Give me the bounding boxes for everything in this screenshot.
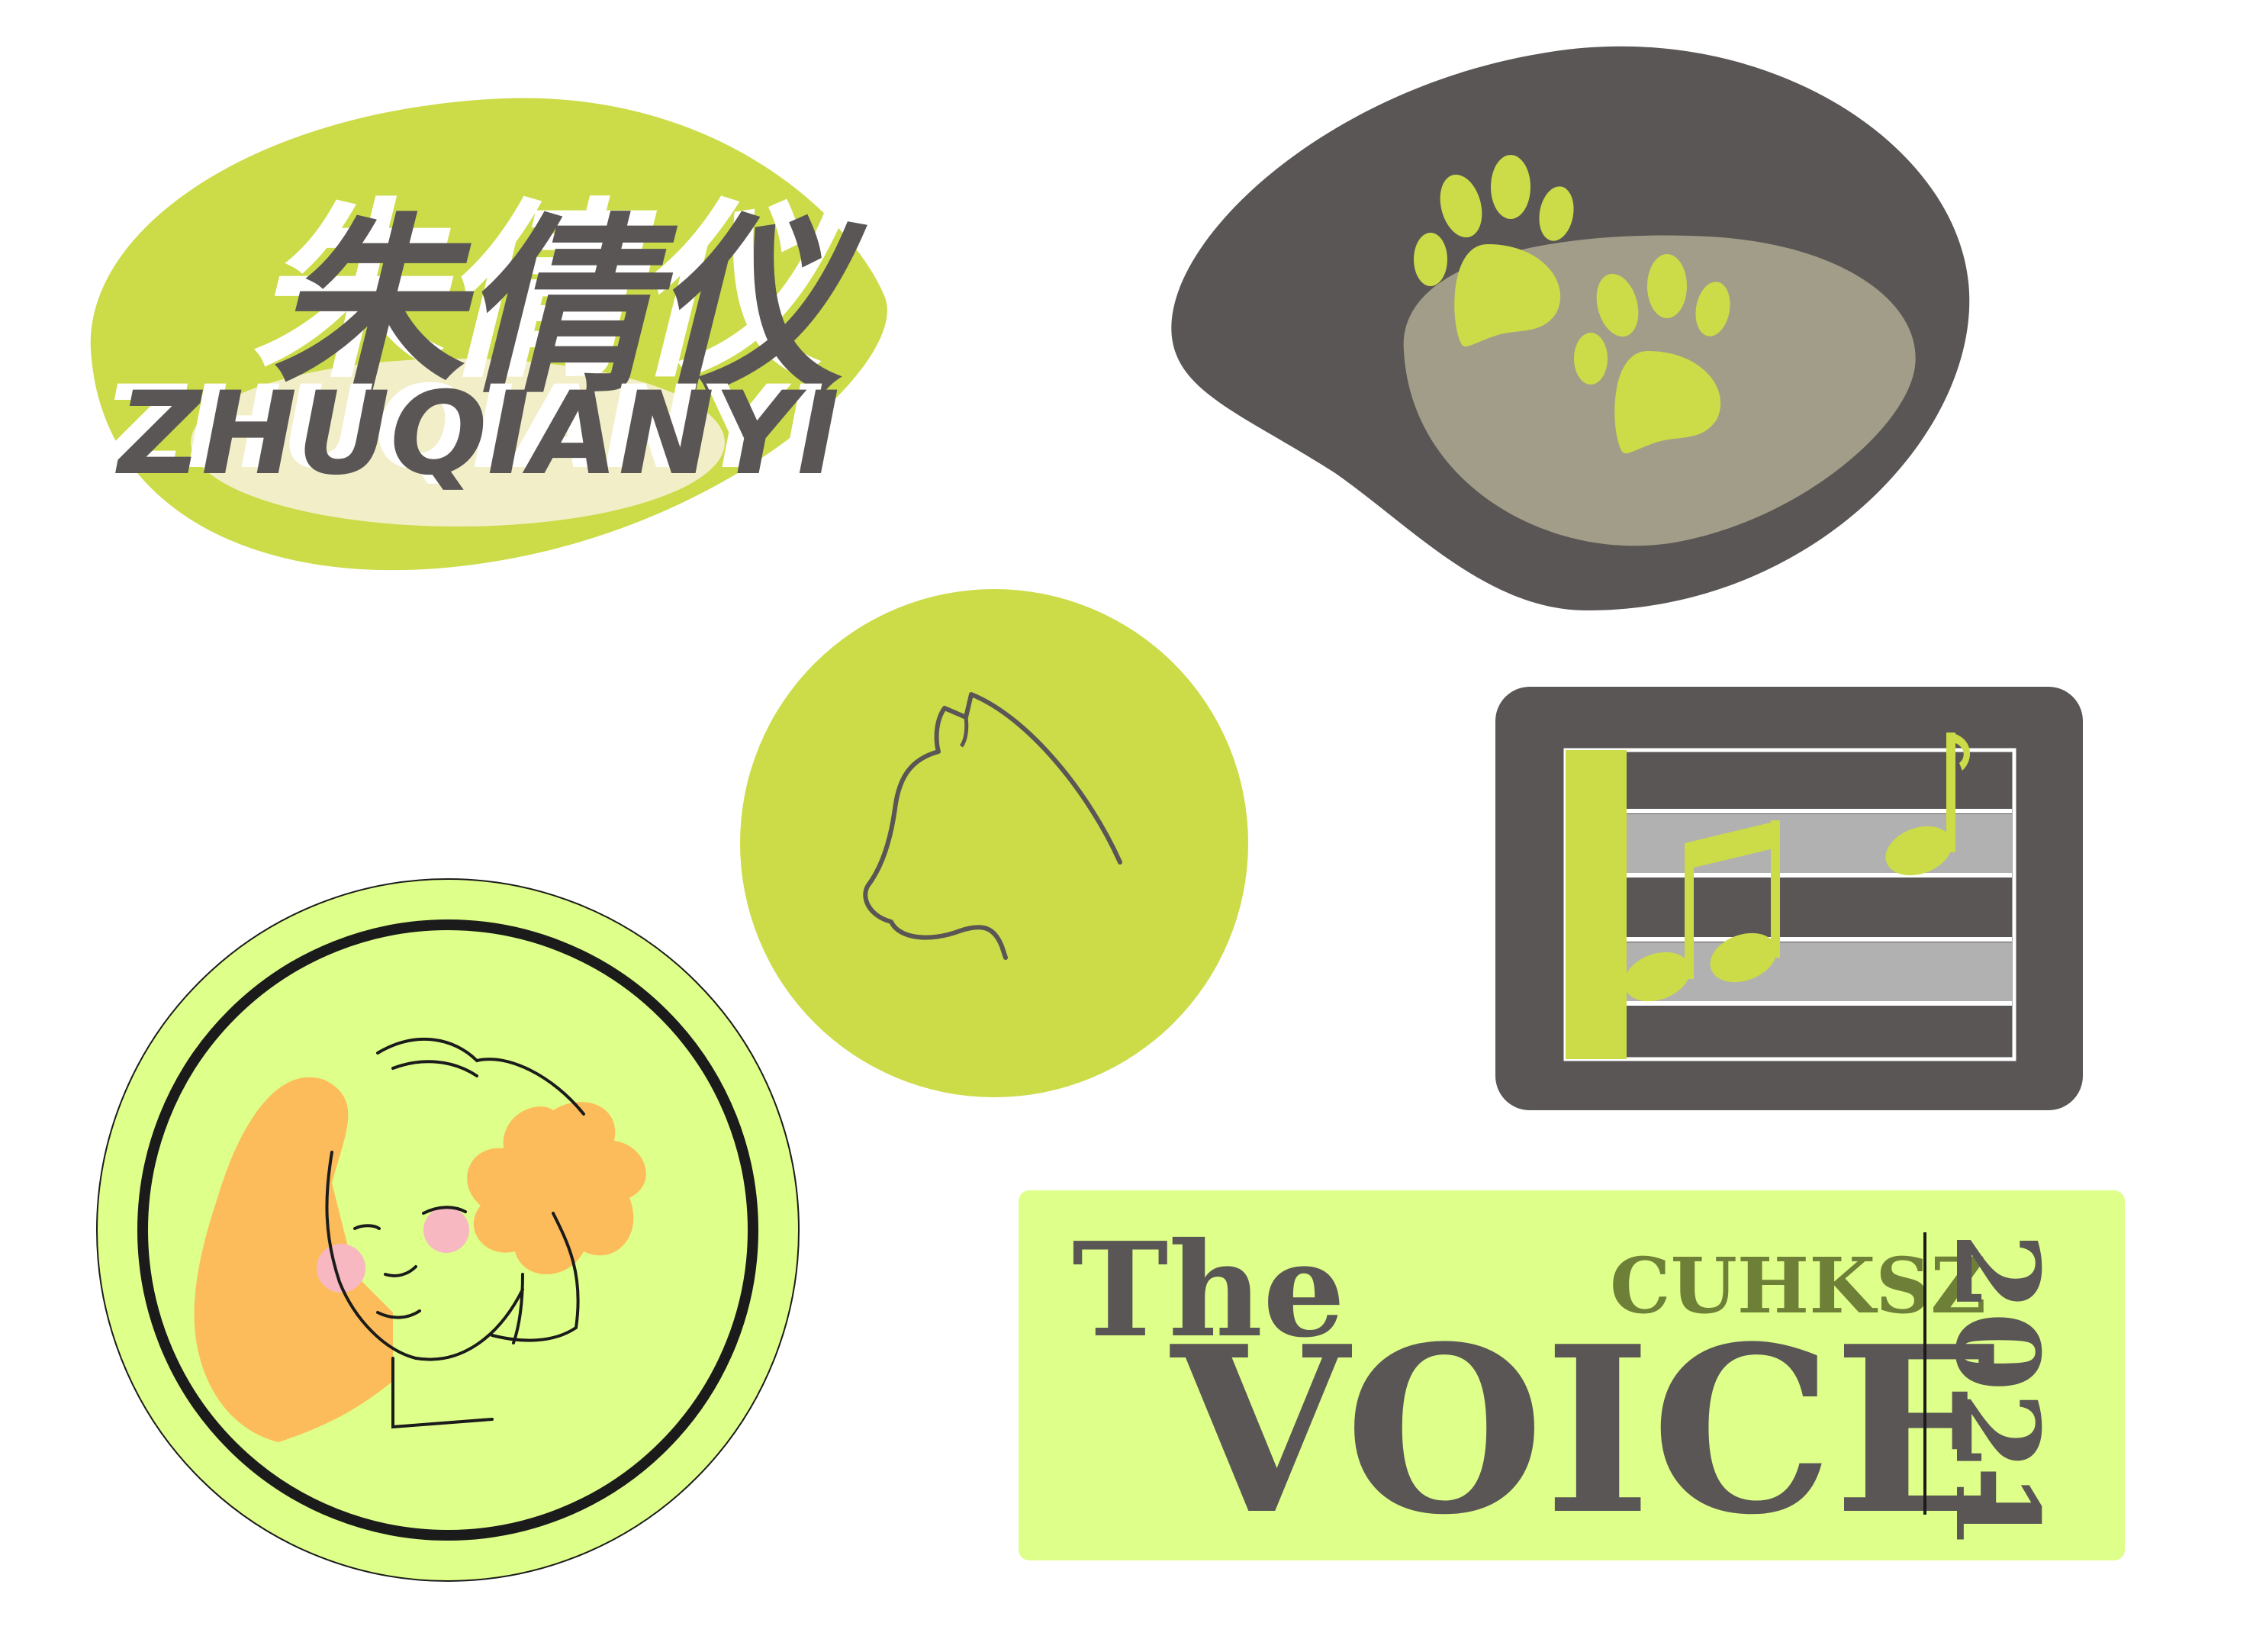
name-sticker-art: 朱倩仪 朱倩仪 ZHUQIANYI ZHUQIANYI [90, 98, 887, 571]
cream-blob [191, 359, 725, 527]
chinese-name: 朱倩仪 [271, 197, 870, 419]
chinese-name-shadow: 朱倩仪 [250, 182, 849, 404]
orange-flower [467, 1102, 646, 1274]
cat-ear-inner [959, 717, 969, 748]
the-label: The [1072, 1214, 1345, 1367]
voice-sticker: The CUHKSZ VOICE 2021 [1019, 1190, 2125, 1560]
name-sticker: 朱倩仪 朱倩仪 ZHUQIANYI ZHUQIANYI [61, 84, 977, 580]
pink-cheek-left [317, 1244, 365, 1293]
paw-sticker [1160, 31, 1999, 626]
lime-circle [740, 589, 1248, 1097]
portrait-sticker [95, 878, 801, 1583]
latin-name: ZHUQIANYI [115, 368, 839, 501]
staff-lines [1568, 809, 2012, 1006]
paw-print-top [1414, 155, 1574, 347]
girl-portrait-icon [96, 878, 800, 1582]
music-notes [1624, 733, 1971, 1002]
latin-name-shadow: ZHUQIANYI [100, 362, 824, 494]
paw-prints-icon [1171, 46, 1970, 610]
paw-print-bottom [1574, 254, 1730, 454]
cat-outline [863, 692, 1122, 960]
music-sticker [1495, 687, 2083, 1110]
voice-sticker-art: The CUHKSZ VOICE 2021 [1072, 1214, 2064, 1560]
voice-label: VOICE [1167, 1296, 2007, 1560]
music-staff-icon [1495, 687, 2083, 1110]
year-label: 2021 [1930, 1232, 2064, 1551]
staff-frame [1563, 748, 2016, 1061]
cat-outline-icon [740, 589, 1248, 1097]
lime-bar [1566, 750, 1627, 1059]
cat-sticker [739, 588, 1250, 1099]
portrait-line-art [325, 1037, 585, 1429]
orange-hair [194, 1077, 393, 1442]
pink-cheek-right [423, 1207, 469, 1253]
